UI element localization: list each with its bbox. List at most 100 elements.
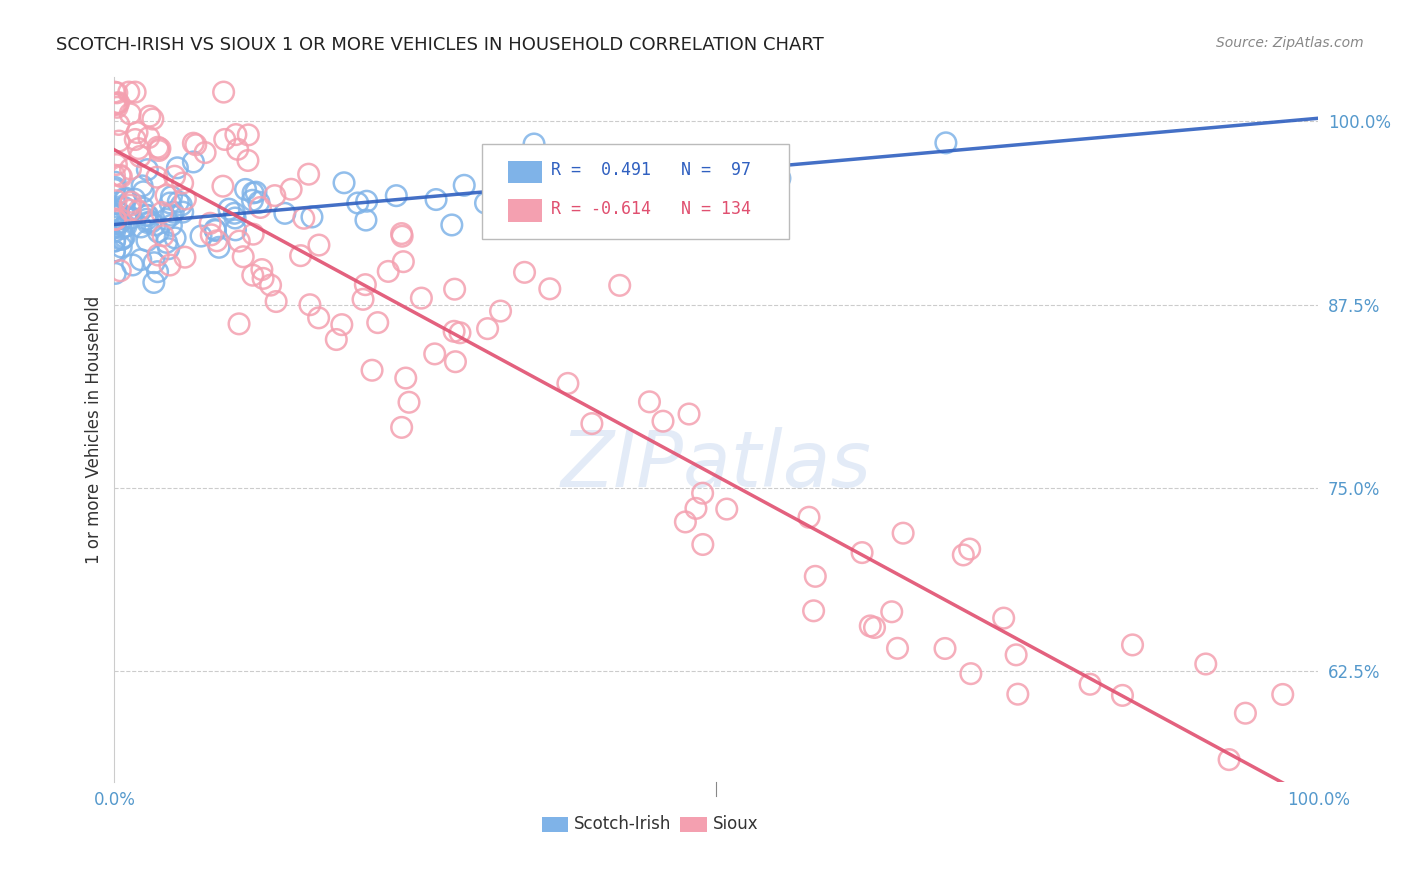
Point bbox=[110, 232, 132, 246]
Point bbox=[1111, 689, 1133, 703]
Point bbox=[423, 347, 446, 361]
Point bbox=[152, 228, 174, 243]
Point bbox=[352, 293, 374, 307]
Point bbox=[579, 194, 602, 209]
Point bbox=[108, 169, 131, 183]
Text: Sioux: Sioux bbox=[713, 815, 758, 833]
Point bbox=[104, 212, 127, 227]
Point bbox=[443, 282, 465, 296]
Point bbox=[301, 210, 323, 224]
Point bbox=[333, 176, 356, 190]
Point bbox=[443, 324, 465, 338]
Point bbox=[1195, 657, 1218, 671]
Point bbox=[489, 304, 512, 318]
Point bbox=[225, 128, 247, 142]
Point bbox=[170, 198, 193, 212]
Point bbox=[952, 548, 974, 562]
Point bbox=[104, 175, 127, 189]
Point bbox=[135, 212, 157, 227]
Point bbox=[159, 258, 181, 272]
Point bbox=[224, 223, 246, 237]
Point bbox=[148, 144, 170, 158]
Point bbox=[110, 221, 132, 235]
Point bbox=[121, 211, 143, 225]
Point bbox=[851, 545, 873, 559]
Point bbox=[392, 254, 415, 268]
Point bbox=[112, 201, 135, 215]
Point bbox=[290, 249, 312, 263]
Point bbox=[250, 262, 273, 277]
Point bbox=[124, 132, 146, 146]
Point bbox=[120, 203, 142, 218]
Point bbox=[513, 265, 536, 279]
Point bbox=[804, 569, 827, 583]
Point bbox=[160, 190, 183, 204]
Point bbox=[104, 234, 127, 248]
Point bbox=[993, 611, 1015, 625]
Point bbox=[108, 206, 131, 220]
Point bbox=[111, 232, 134, 246]
Point bbox=[571, 168, 593, 182]
Point bbox=[1005, 648, 1028, 662]
Point bbox=[160, 219, 183, 233]
Point bbox=[499, 180, 522, 194]
Point bbox=[159, 196, 181, 211]
Point bbox=[259, 278, 281, 293]
Point bbox=[620, 155, 643, 169]
Point bbox=[346, 196, 368, 211]
Point bbox=[391, 229, 413, 244]
Point bbox=[863, 620, 886, 634]
Point bbox=[523, 136, 546, 151]
Point bbox=[172, 176, 194, 190]
Point bbox=[104, 213, 127, 227]
Point bbox=[591, 180, 613, 194]
Point bbox=[165, 231, 187, 245]
Point bbox=[228, 317, 250, 331]
Point bbox=[107, 117, 129, 131]
Point bbox=[354, 213, 377, 227]
Point bbox=[125, 126, 148, 140]
Point bbox=[127, 203, 149, 218]
Bar bbox=[541, 817, 568, 832]
Point bbox=[110, 169, 132, 184]
Point bbox=[142, 112, 165, 126]
Point bbox=[218, 202, 240, 217]
Point bbox=[325, 333, 347, 347]
Point bbox=[716, 161, 738, 176]
Point bbox=[108, 216, 131, 230]
Point bbox=[155, 188, 177, 202]
Point bbox=[242, 194, 264, 208]
Point bbox=[308, 238, 330, 252]
Point bbox=[143, 256, 166, 270]
Point bbox=[356, 194, 378, 209]
Point bbox=[960, 666, 983, 681]
Point bbox=[131, 178, 153, 193]
Point bbox=[477, 321, 499, 335]
Point bbox=[105, 96, 128, 111]
Point bbox=[139, 109, 162, 123]
Point bbox=[138, 130, 160, 145]
Point bbox=[238, 128, 260, 142]
Point bbox=[391, 420, 413, 434]
Point bbox=[183, 155, 205, 169]
Point bbox=[136, 162, 159, 177]
Point bbox=[935, 136, 957, 150]
Point bbox=[242, 186, 264, 200]
Point bbox=[129, 149, 152, 163]
Point bbox=[120, 107, 142, 121]
Text: ZIPatlas: ZIPatlas bbox=[561, 426, 872, 503]
Point bbox=[110, 240, 132, 254]
Point bbox=[208, 240, 231, 254]
Point bbox=[149, 142, 172, 156]
Point bbox=[184, 137, 207, 152]
Point bbox=[212, 85, 235, 99]
Point bbox=[141, 215, 163, 229]
Point bbox=[880, 605, 903, 619]
Point bbox=[110, 264, 132, 278]
Point bbox=[609, 278, 631, 293]
Point bbox=[367, 316, 389, 330]
Point bbox=[103, 85, 125, 99]
Point bbox=[678, 407, 700, 421]
Point bbox=[124, 85, 146, 99]
Point bbox=[274, 206, 297, 220]
